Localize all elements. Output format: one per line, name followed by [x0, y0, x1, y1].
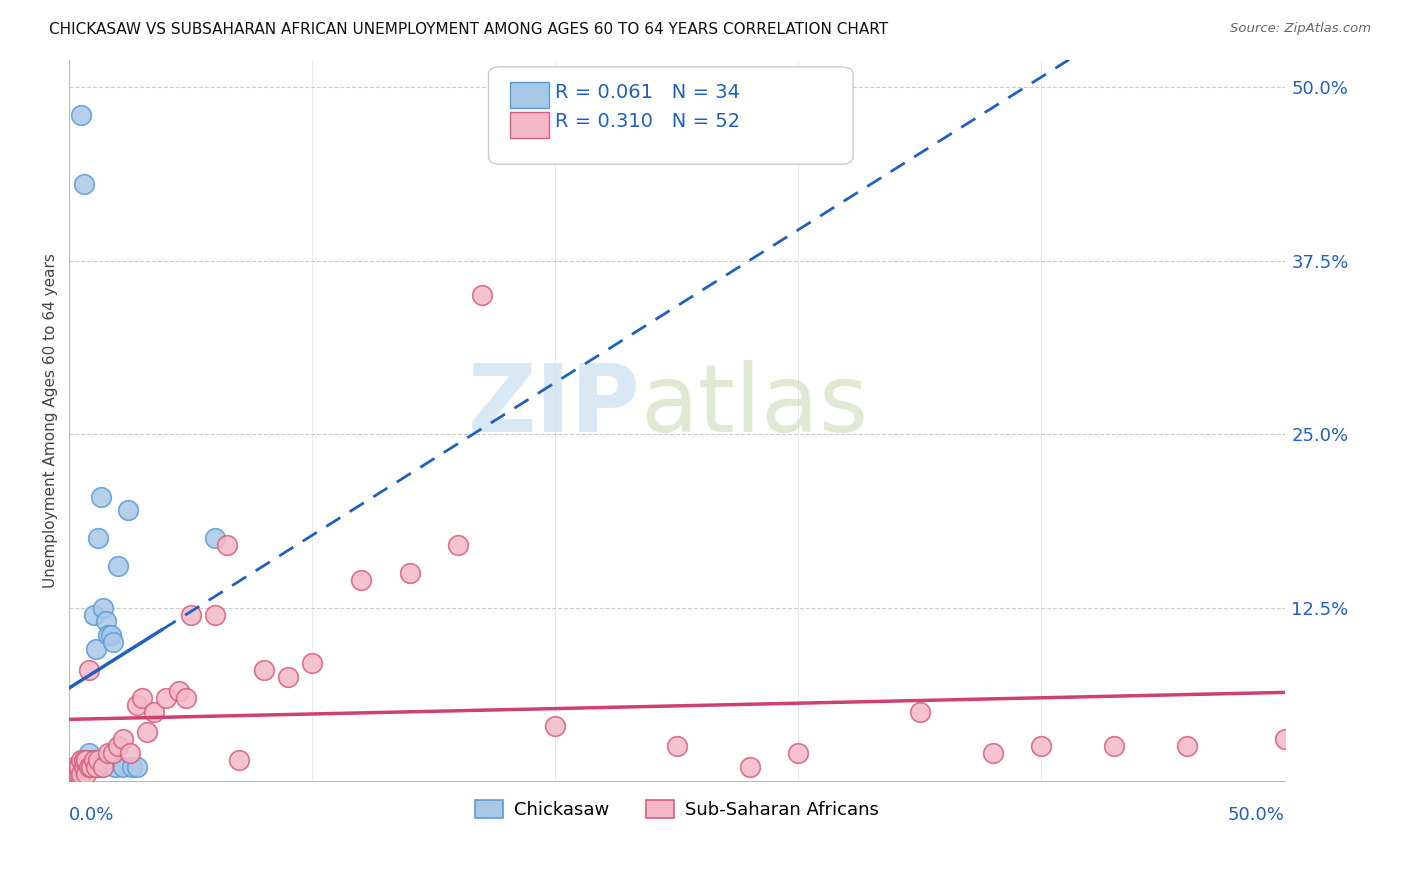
FancyBboxPatch shape — [510, 112, 550, 138]
FancyBboxPatch shape — [488, 67, 853, 164]
Point — [80, 760, 103, 774]
Point — [77, 760, 100, 774]
Point — [101, 746, 124, 760]
Point — [398, 566, 420, 580]
Point — [111, 732, 134, 747]
Point — [75, 753, 97, 767]
Point — [107, 739, 129, 754]
Point — [104, 760, 127, 774]
Point — [94, 615, 117, 629]
Point — [127, 760, 149, 774]
Point — [981, 746, 1004, 760]
Point — [84, 642, 107, 657]
Point — [1175, 739, 1198, 754]
Point — [83, 753, 105, 767]
FancyBboxPatch shape — [510, 82, 550, 108]
Point — [131, 690, 153, 705]
Point — [70, 767, 93, 781]
Text: CHICKASAW VS SUBSAHARAN AFRICAN UNEMPLOYMENT AMONG AGES 60 TO 64 YEARS CORRELATI: CHICKASAW VS SUBSAHARAN AFRICAN UNEMPLOY… — [49, 22, 889, 37]
Point — [67, 767, 90, 781]
Point — [350, 573, 373, 587]
Point — [97, 746, 120, 760]
Point — [544, 718, 567, 732]
Text: 50.0%: 50.0% — [1227, 806, 1285, 824]
Point — [87, 753, 110, 767]
Point — [1104, 739, 1126, 754]
Point — [70, 108, 93, 122]
Point — [77, 746, 100, 760]
Point — [1031, 739, 1053, 754]
Point — [73, 760, 96, 774]
Point — [75, 760, 97, 774]
Point — [67, 760, 90, 774]
Text: atlas: atlas — [640, 359, 869, 452]
Point — [167, 683, 190, 698]
Text: 0.0%: 0.0% — [69, 806, 115, 824]
Point — [73, 178, 96, 192]
Point — [787, 746, 810, 760]
Point — [70, 767, 93, 781]
Point — [301, 656, 323, 670]
Point — [277, 670, 299, 684]
Text: Source: ZipAtlas.com: Source: ZipAtlas.com — [1230, 22, 1371, 36]
Point — [63, 767, 86, 781]
Point — [90, 490, 112, 504]
Point — [91, 760, 114, 774]
Point — [83, 607, 105, 622]
Point — [101, 635, 124, 649]
Text: R = 0.061   N = 34: R = 0.061 N = 34 — [555, 83, 741, 102]
Point — [91, 600, 114, 615]
Point — [65, 767, 87, 781]
Point — [77, 663, 100, 677]
Y-axis label: Unemployment Among Ages 60 to 64 years: Unemployment Among Ages 60 to 64 years — [44, 252, 58, 588]
Point — [1274, 732, 1296, 747]
Text: R = 0.310   N = 52: R = 0.310 N = 52 — [555, 112, 741, 130]
Point — [84, 760, 107, 774]
Point — [80, 760, 103, 774]
Point — [471, 288, 494, 302]
Point — [97, 628, 120, 642]
Point — [75, 767, 97, 781]
Point — [908, 705, 931, 719]
Point — [73, 760, 96, 774]
Point — [67, 767, 90, 781]
Point — [70, 753, 93, 767]
Point — [65, 760, 87, 774]
Point — [217, 538, 239, 552]
Point — [65, 767, 87, 781]
Point — [63, 767, 86, 781]
Point — [84, 760, 107, 774]
Legend: Chickasaw, Sub-Saharan Africans: Chickasaw, Sub-Saharan Africans — [467, 792, 886, 826]
Point — [63, 760, 86, 774]
Point — [127, 698, 149, 712]
Point — [80, 753, 103, 767]
Point — [665, 739, 688, 754]
Point — [83, 760, 105, 774]
Point — [447, 538, 470, 552]
Point — [174, 690, 197, 705]
Point — [77, 760, 100, 774]
Point — [87, 531, 110, 545]
Point — [87, 760, 110, 774]
Point — [228, 753, 250, 767]
Point — [143, 705, 166, 719]
Point — [75, 753, 97, 767]
Point — [67, 760, 90, 774]
Point — [155, 690, 177, 705]
Point — [111, 760, 134, 774]
Point — [100, 628, 122, 642]
Point — [738, 760, 761, 774]
Point — [90, 760, 112, 774]
Point — [118, 746, 141, 760]
Point — [253, 663, 276, 677]
Point — [107, 558, 129, 573]
Point — [180, 607, 202, 622]
Point — [204, 531, 226, 545]
Text: ZIP: ZIP — [468, 359, 640, 452]
Point — [204, 607, 226, 622]
Point — [136, 725, 159, 739]
Point — [73, 753, 96, 767]
Point — [117, 503, 139, 517]
Point — [121, 760, 143, 774]
